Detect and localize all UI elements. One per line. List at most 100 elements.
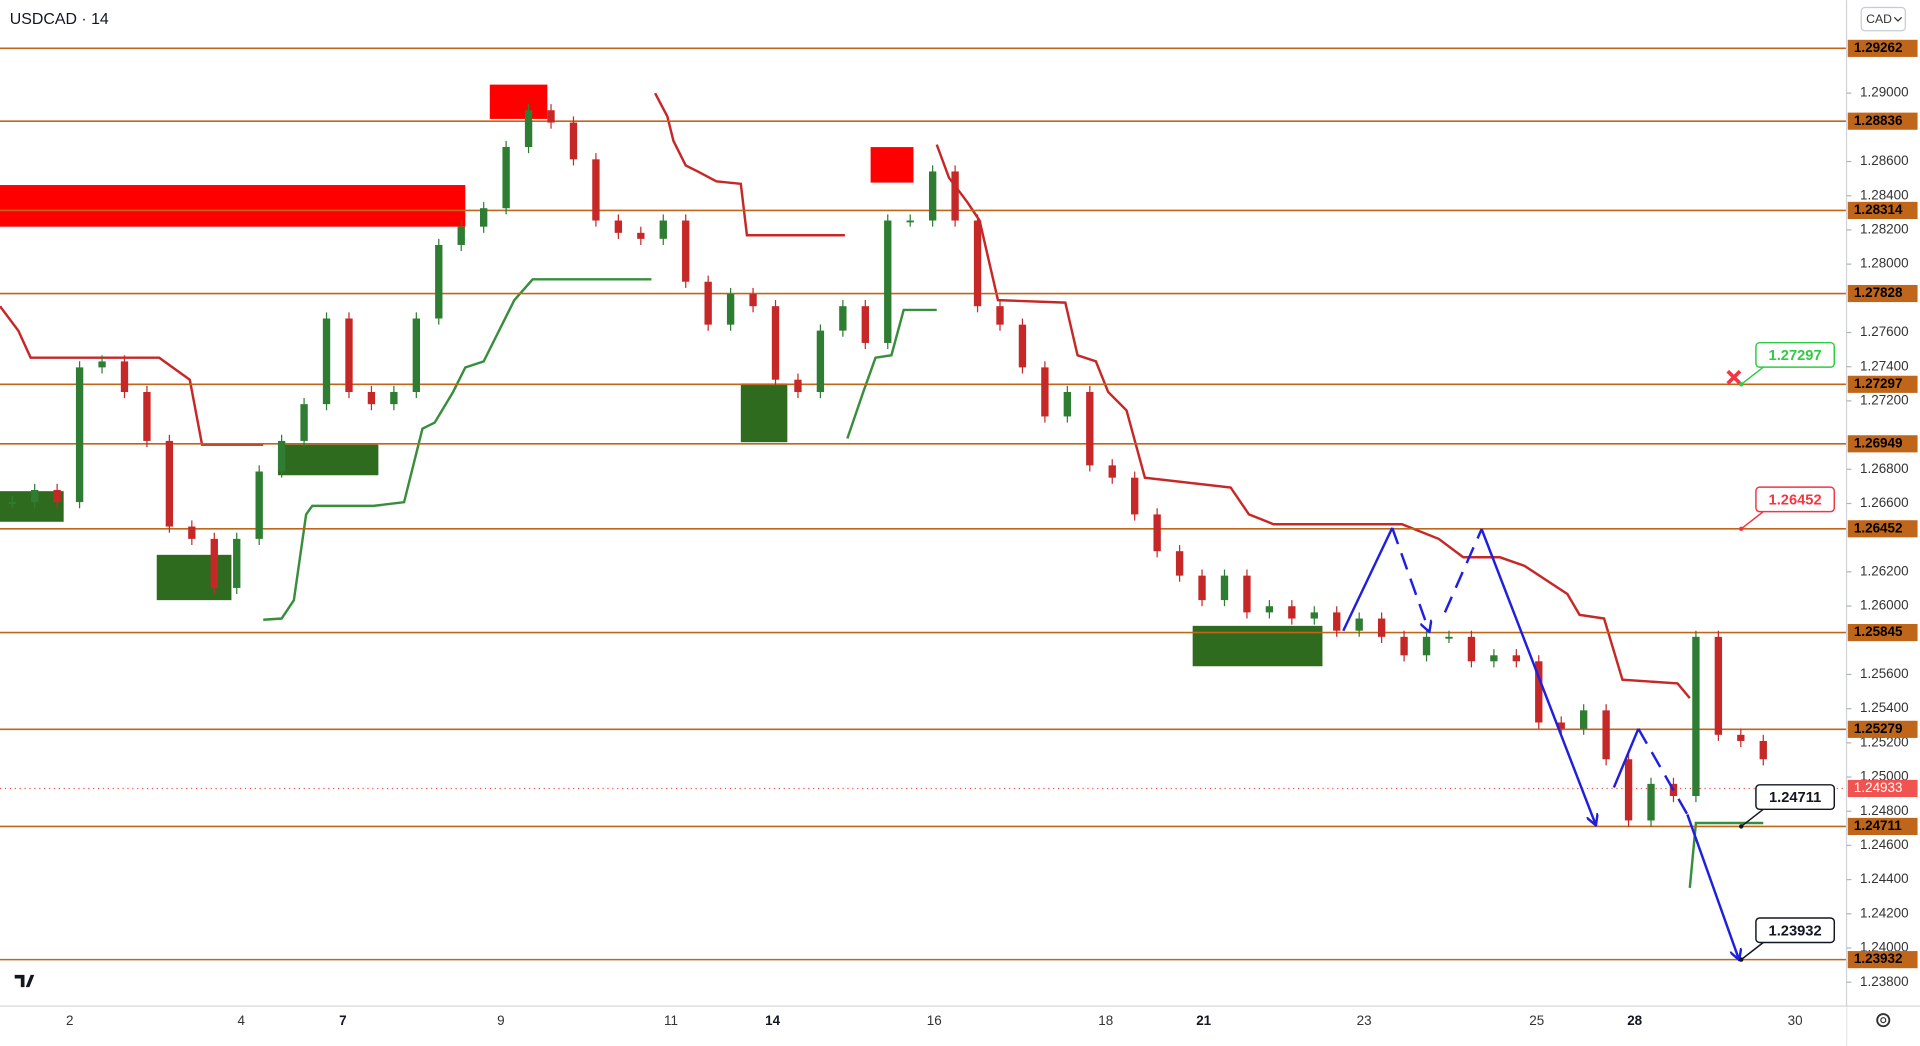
candle [1422,636,1431,656]
settings-button[interactable] [1876,1013,1891,1028]
candle [547,110,555,123]
time-axis [0,1006,1847,1046]
candle [1198,575,1206,601]
candle [457,226,465,245]
candle [1445,636,1453,639]
level-labels: 1.29262 1.28836 1.28314 1.27828 1.27297 1.269… [1847,39,1918,969]
logo[interactable] [9,967,45,995]
candle [188,526,196,539]
x-tick-label: 14 [765,1013,780,1028]
candle [794,379,802,393]
demand-zone [740,383,788,443]
projection-arrows [1342,527,1739,959]
callout-label: 1.26452 [1769,492,1822,508]
callout-anchor [1739,957,1744,962]
y-tick-label: 1.28400 [1860,187,1909,202]
y-tick-label: 1.24400 [1860,871,1909,886]
candle [1692,636,1700,797]
candle [1310,612,1318,619]
candle [1243,575,1251,613]
level-label-bg [1847,435,1918,453]
level-label: 1.27828 [1854,285,1903,300]
candle [771,306,780,380]
x-tick-label: 28 [1627,1013,1642,1028]
x-tick-label: 16 [927,1013,942,1028]
candle [300,404,308,441]
arrow [1612,728,1640,788]
levels [0,47,1847,961]
y-tick-label: 1.23800 [1860,974,1909,989]
candle [143,392,151,441]
candle [1602,710,1610,760]
y-tick-label: 1.25600 [1860,666,1909,681]
callouts: 1.27297 1.26452 1.24711 1.23932 [1739,341,1836,962]
candle [1018,324,1027,368]
candle [210,538,218,588]
callout-pointer [1740,511,1764,530]
candle [614,220,623,233]
candle [1086,392,1094,466]
candle [682,220,690,282]
candle [1467,636,1476,662]
logo-mark [14,974,35,988]
x-tick-label: 21 [1196,1013,1211,1028]
x-tick-label: 25 [1529,1013,1544,1028]
candle [928,171,937,221]
x-tick-label: 30 [1788,1013,1803,1028]
gear-hub [1880,1017,1887,1024]
x-tick-label: 2 [66,1013,73,1028]
candle [1714,636,1723,735]
y-tick-label: 1.28000 [1860,256,1909,271]
y-tick-label: 1.27400 [1860,358,1909,373]
candle [233,538,241,588]
gear[interactable] [1876,1013,1891,1028]
level-label: 1.24711 [1854,818,1902,833]
callout-label: 1.23932 [1769,923,1822,939]
level-label: 1.23932 [1854,951,1903,966]
candle [1647,783,1655,821]
candle [1624,759,1633,821]
y-tick-label: 1.26000 [1860,598,1909,613]
currency[interactable]: CAD [1866,12,1892,26]
y-tick-label: 1.26800 [1860,461,1909,476]
level-label-bg [1847,375,1918,393]
chevron [1893,16,1903,22]
y-tick-label: 1.24000 [1860,940,1909,955]
x-tick-label: 11 [664,1013,678,1028]
candle [1490,655,1498,662]
logo-bg[interactable] [9,967,45,995]
candle [1131,477,1139,515]
candle [120,361,129,393]
candle [861,306,869,343]
callout-box [1755,341,1836,368]
candle [1535,661,1543,723]
candle [1580,710,1588,729]
currency-box[interactable] [1860,6,1906,32]
candle [1108,465,1116,478]
supertrend-down [0,305,264,446]
supertrend-down [654,92,845,237]
demand-zone [156,554,232,601]
level-label-bg [1847,623,1918,642]
currency-button[interactable]: CAD [1860,6,1906,32]
candle [659,220,667,239]
arrow [1480,528,1596,824]
candle [726,294,735,325]
axis-labels: 1.29000 1.28600 1.28400 1.28200 1.28000 1.276… [66,85,1909,1028]
supertrend-up [846,308,937,439]
candle [1355,618,1363,631]
candle [1220,575,1229,601]
supertrend-down [935,144,1691,699]
callout-label: 1.24711 [1769,790,1821,806]
candle [1377,618,1386,637]
callout-box [1755,784,1836,811]
arrow [1342,527,1394,632]
candle [884,220,892,343]
candle [839,306,847,331]
x-tick-label: 9 [497,1013,504,1028]
y-tick-label: 1.24200 [1860,905,1909,920]
candle [1557,722,1565,729]
supply-zone [870,147,914,183]
level-label: 1.29262 [1854,40,1903,55]
